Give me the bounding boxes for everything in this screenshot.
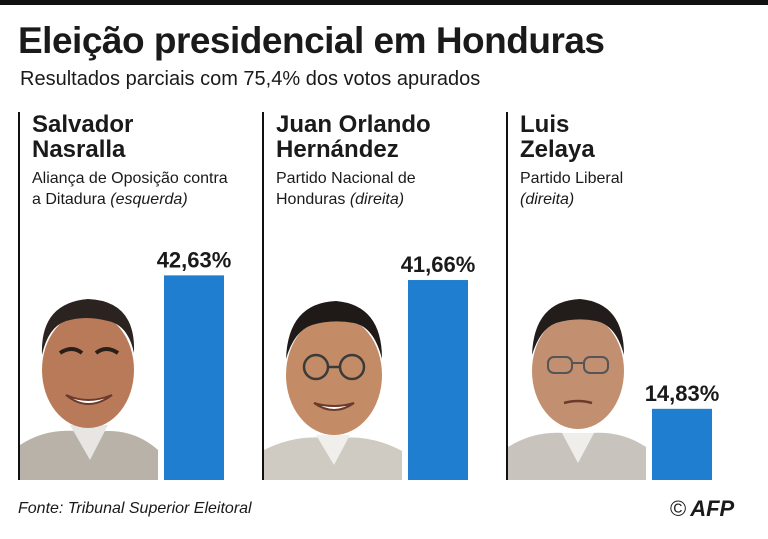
bar-1 [164, 275, 224, 480]
candidate-name: Salvador Nasralla [32, 112, 133, 162]
candidate-photo-nasralla [20, 275, 158, 480]
candidate-name-line2: Nasralla [32, 136, 126, 163]
bar-chart: 42,63% 41,66% 14,83% [157, 247, 720, 480]
party-line2: Honduras [276, 191, 346, 208]
bar-value-label-2: 41,66% [401, 252, 476, 277]
panel-divider [506, 112, 508, 480]
agency-credit: © AFP [670, 496, 734, 522]
candidate-party: Aliança de Oposição contra a Ditadura (e… [32, 168, 228, 210]
party-line2: a Ditadura [32, 191, 106, 208]
source-note: Fonte: Tribunal Superior Eleitoral [18, 500, 252, 517]
bar-value-label-3: 14,83% [645, 381, 720, 406]
candidate-panel-1: Salvador Nasralla Aliança de Oposição co… [18, 112, 254, 480]
party-line1: Aliança de Oposição contra [32, 170, 228, 187]
bar-value-label-1: 42,63% [157, 247, 232, 272]
agency-logo: AFP [690, 496, 735, 521]
party-lean: (direita) [349, 191, 405, 208]
candidate-photo-hernandez [264, 275, 402, 480]
chart-title: Eleição presidencial em Honduras [18, 20, 605, 61]
candidate-party: Partido Nacional de Honduras (direita) [276, 168, 416, 210]
candidate-party: Partido Liberal (direita) [520, 168, 623, 210]
panel-divider [18, 112, 20, 480]
party-line1: Partido Nacional de [276, 170, 416, 187]
candidate-photo-zelaya [508, 275, 646, 480]
candidate-name-line1: Juan Orlando [276, 111, 431, 138]
candidate-panel-2: Juan Orlando Hernández Partido Nacional … [262, 112, 498, 480]
candidate-name-line1: Salvador [32, 111, 134, 138]
candidate-name-line1: Luis [520, 111, 570, 138]
party-line1: Partido Liberal [520, 170, 624, 187]
candidate-name: Luis Zelaya [520, 112, 595, 162]
candidate-name: Juan Orlando Hernández [276, 112, 431, 162]
party-lean: (direita) [520, 191, 575, 208]
candidate-panel-3: Luis Zelaya Partido Liberal (direita) [506, 112, 742, 480]
bar-2 [408, 280, 468, 480]
chart-subtitle: Resultados parciais com 75,4% dos votos … [20, 68, 481, 90]
candidate-name-line2: Hernández [276, 136, 399, 163]
copyright-symbol: © [670, 496, 687, 521]
candidate-name-line2: Zelaya [520, 136, 595, 163]
bar-3 [652, 408, 712, 480]
panel-divider [262, 112, 264, 480]
party-lean: (esquerda) [110, 191, 188, 208]
top-rule [0, 0, 768, 5]
